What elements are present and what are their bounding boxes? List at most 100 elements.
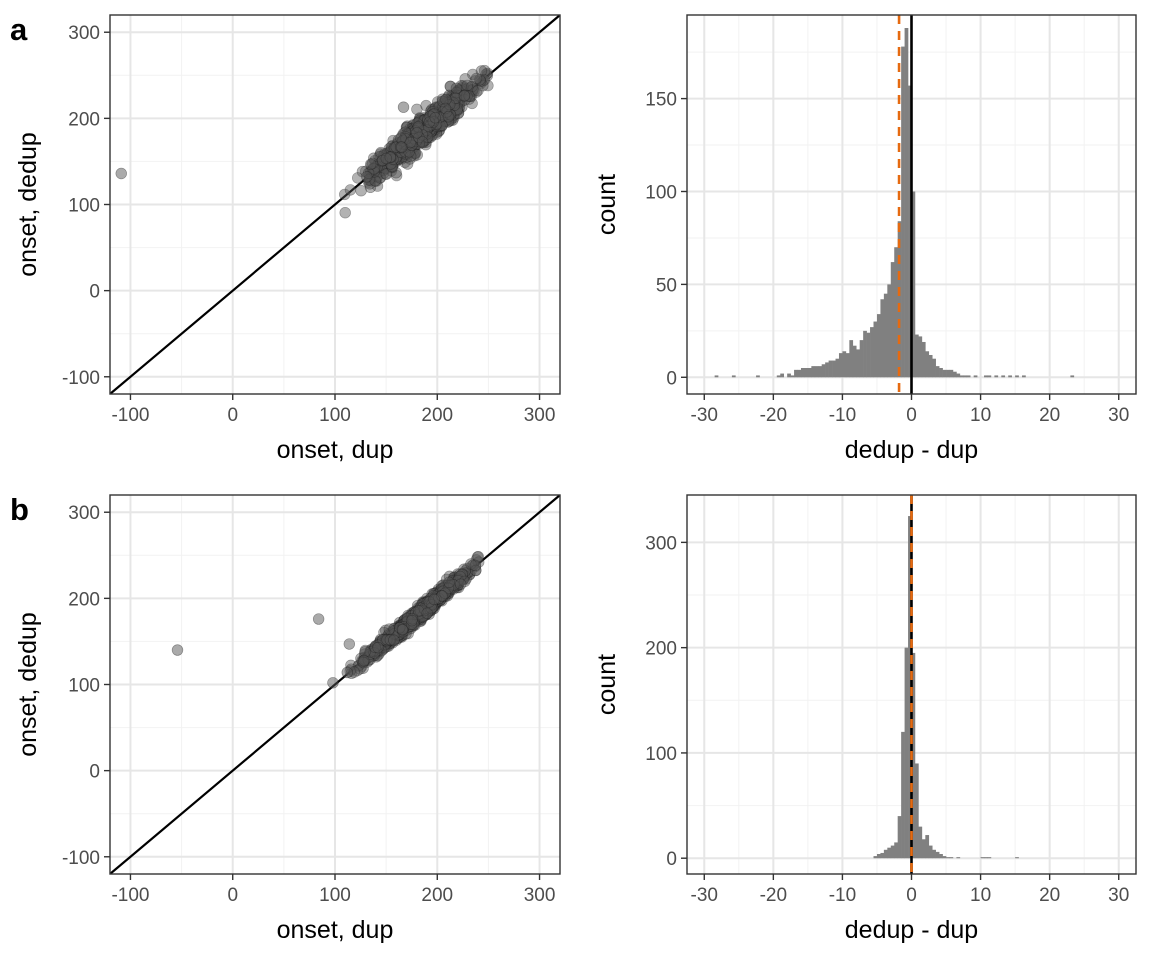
data-point: [424, 599, 436, 612]
data-point: [416, 607, 428, 619]
data-point: [448, 579, 460, 591]
data-point: [402, 618, 414, 631]
histogram-bar: [811, 366, 816, 378]
data-point: [452, 579, 464, 591]
histogram-bar: [756, 375, 760, 378]
data-point: [417, 120, 430, 133]
data-point: [467, 559, 480, 571]
data-point: [384, 634, 396, 646]
data-point: [414, 608, 426, 621]
data-point: [413, 612, 425, 624]
data-point: [422, 118, 435, 130]
data-point: [389, 142, 402, 154]
data-point: [452, 85, 464, 97]
data-point: [424, 126, 437, 139]
data-point: [400, 616, 413, 629]
data-point: [450, 92, 462, 104]
data-point: [376, 162, 388, 175]
data-point: [402, 627, 414, 640]
data-point: [414, 127, 426, 139]
data-point: [367, 645, 379, 658]
data-point: [436, 119, 448, 131]
data-point: [425, 113, 438, 126]
data-point: [401, 612, 413, 624]
data-point: [425, 598, 437, 610]
data-point: [353, 659, 365, 672]
data-point: [431, 593, 443, 606]
data-point: [369, 155, 381, 167]
data-point: [421, 124, 433, 136]
data-point: [449, 96, 461, 108]
data-point: [404, 616, 416, 628]
data-point: [394, 626, 406, 639]
data-point: [406, 122, 418, 135]
data-point: [456, 568, 468, 581]
data-point: [416, 603, 428, 615]
data-point: [437, 590, 449, 602]
data-point: [475, 77, 487, 89]
data-point: [392, 627, 404, 639]
data-point: [447, 583, 460, 595]
data-point: [455, 578, 467, 590]
data-point: [429, 593, 441, 606]
data-point: [395, 142, 407, 155]
data-point: [426, 598, 438, 611]
x-axis-title: onset, dup: [277, 916, 394, 944]
data-point: [386, 157, 398, 169]
data-point: [413, 123, 425, 136]
data-point: [439, 115, 451, 128]
data-point: [407, 617, 419, 630]
data-point: [443, 109, 456, 121]
data-point: [429, 592, 441, 604]
data-point: [397, 147, 409, 159]
data-point: [356, 165, 369, 178]
data-point: [429, 598, 442, 610]
data-point: [416, 607, 428, 620]
data-point: [406, 619, 418, 632]
data-point: [374, 635, 387, 648]
data-point: [403, 616, 415, 628]
data-point: [393, 625, 405, 638]
data-point: [423, 116, 436, 128]
data-point: [388, 624, 400, 637]
data-point: [481, 70, 493, 82]
data-point: [418, 602, 431, 615]
data-point: [416, 605, 428, 617]
data-point: [444, 80, 456, 93]
data-point: [419, 609, 431, 621]
x-tick-label: 200: [421, 885, 453, 906]
data-point: [402, 135, 414, 148]
data-point: [415, 121, 428, 134]
data-point: [418, 120, 430, 133]
data-point: [426, 125, 438, 137]
data-point: [389, 624, 401, 636]
data-point: [469, 560, 482, 573]
data-point: [372, 166, 385, 178]
data-point: [445, 97, 458, 110]
data-point: [460, 573, 472, 585]
data-point: [420, 117, 433, 130]
data-point: [439, 590, 451, 602]
data-point: [416, 126, 428, 139]
histogram-bar: [842, 351, 847, 378]
data-point: [436, 588, 449, 600]
x-tick-label: -20: [760, 405, 787, 426]
data-point: [374, 642, 387, 655]
data-point: [377, 163, 390, 175]
data-point: [387, 633, 399, 645]
data-point: [450, 104, 463, 116]
data-point: [416, 609, 428, 621]
data-point: [454, 570, 466, 583]
data-point: [417, 601, 429, 613]
data-point: [439, 107, 451, 120]
data-point: [408, 130, 421, 142]
x-tick-label: 30: [1108, 405, 1129, 426]
data-point: [432, 592, 444, 605]
data-point: [408, 132, 421, 145]
data-point: [440, 107, 452, 120]
data-point: [432, 109, 444, 122]
data-point: [441, 586, 454, 598]
data-point: [385, 154, 397, 166]
data-point: [388, 627, 400, 640]
